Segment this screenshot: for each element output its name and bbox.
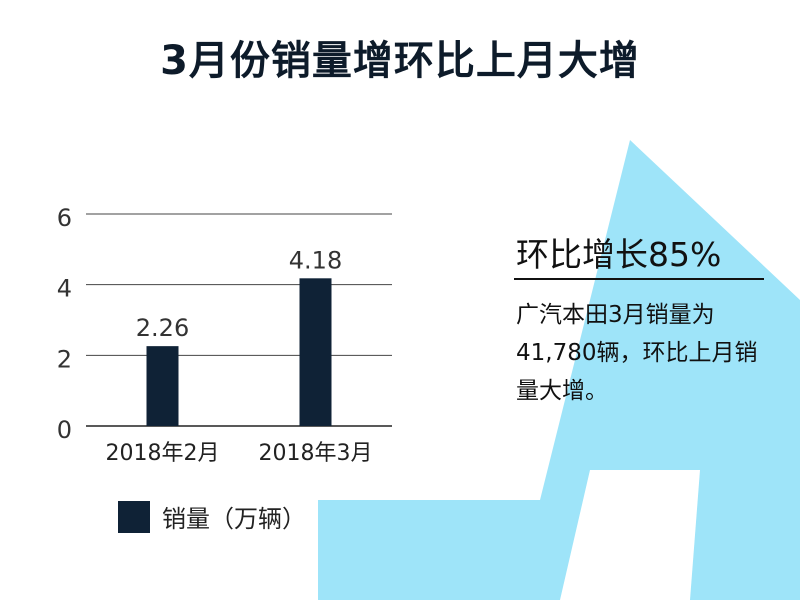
legend-label: 销量（万辆）: [162, 505, 306, 533]
y-tick-label: 6: [57, 204, 72, 232]
data-label: 4.18: [289, 246, 342, 274]
page-title: 3月份销量增环比上月大增: [160, 38, 640, 84]
y-tick-label: 4: [57, 275, 72, 303]
growth-heading: 环比增长85%: [516, 235, 722, 274]
growth-description: 广汽本田3月销量为41,780辆，环比上月销量大增。: [516, 302, 758, 404]
y-tick-label: 0: [57, 416, 72, 444]
x-category-label: 2018年3月: [259, 441, 373, 466]
legend-swatch: [118, 501, 150, 533]
heading-divider: [514, 278, 764, 280]
y-tick-label: 2: [57, 345, 72, 373]
bar: [299, 278, 332, 426]
data-label: 2.26: [136, 314, 189, 342]
x-category-label: 2018年2月: [106, 441, 220, 466]
bar: [146, 346, 179, 426]
